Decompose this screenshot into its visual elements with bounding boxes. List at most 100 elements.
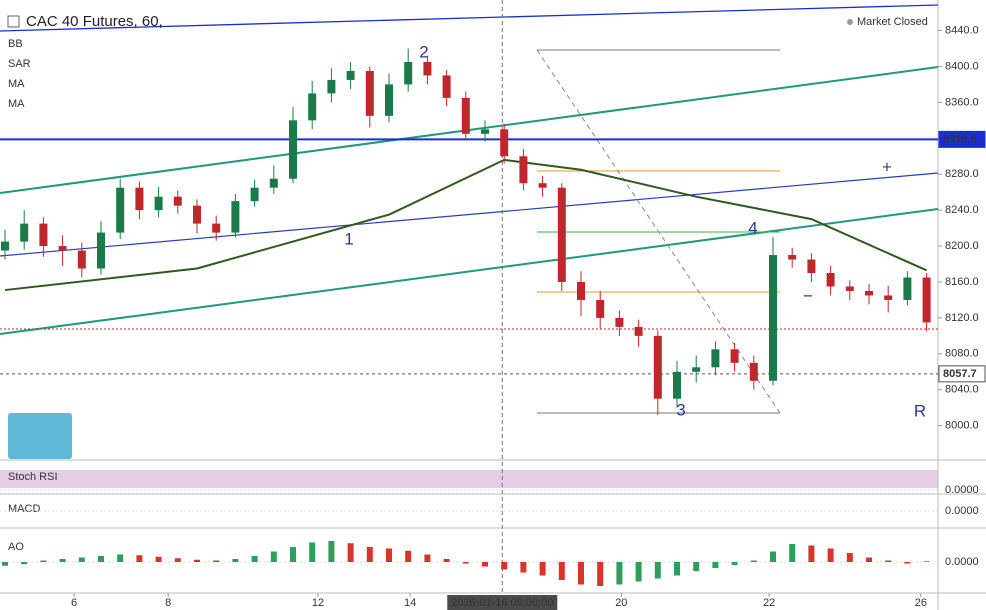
- price-tag-label: 8318.8: [943, 133, 977, 145]
- y-tick-label: 8080.0: [945, 348, 979, 360]
- candle-body: [577, 281, 585, 300]
- wave-label: 4: [748, 218, 757, 237]
- market-status: Market Closed: [857, 16, 928, 28]
- ao-bar: [347, 543, 354, 562]
- candle-body: [500, 129, 509, 157]
- ao-bar: [424, 554, 431, 562]
- ao-bar: [654, 562, 661, 579]
- ao-bar: [827, 548, 834, 562]
- ao-bar: [366, 547, 373, 562]
- pane-label: Stoch RSI: [8, 471, 58, 483]
- candle-body: [788, 255, 797, 260]
- wave-label: 1: [344, 229, 353, 248]
- y-tick-label: 8240.0: [945, 204, 979, 216]
- candle-body: [653, 335, 662, 399]
- candle-body: [346, 70, 355, 80]
- ao-bar: [770, 551, 776, 562]
- candle-body: [289, 120, 297, 179]
- indicator-label: BB: [8, 38, 23, 50]
- candle-body: [922, 277, 931, 323]
- ao-bar: [501, 562, 508, 570]
- x-tick-label: 8: [165, 597, 171, 609]
- candle-body: [538, 183, 547, 188]
- x-tick-label: 14: [404, 597, 416, 609]
- logo: [8, 413, 72, 459]
- candle-body: [749, 362, 758, 381]
- pane-label: MACD: [8, 503, 40, 515]
- moving-average: [4, 158, 928, 292]
- candle-body: [39, 223, 48, 247]
- y-tick-label: 8040.0: [945, 384, 979, 396]
- x-tick-label: 26: [915, 597, 927, 609]
- x-tick-label: 22: [763, 597, 775, 609]
- ao-bar: [904, 562, 911, 564]
- y-tick-label: 8440.0: [945, 24, 979, 36]
- ao-bar: [789, 544, 796, 562]
- ao-bar: [462, 562, 469, 564]
- stoch-band: [0, 470, 938, 488]
- ao-bar: [731, 562, 738, 565]
- candle-body: [1, 241, 9, 251]
- wave-label: −: [803, 286, 813, 305]
- y-tick-label: 8360.0: [945, 96, 979, 108]
- candle-body: [461, 97, 470, 134]
- y-tick-label: 8160.0: [945, 276, 979, 288]
- wave-label: R: [914, 401, 926, 420]
- x-tick-label: 20: [615, 597, 627, 609]
- drawings: [0, 4, 939, 414]
- price-tag: [938, 130, 986, 148]
- ao-bar: [59, 559, 66, 562]
- ao-bar: [328, 541, 335, 562]
- candle-body: [481, 129, 489, 134]
- y-tick-label: 8400.0: [945, 60, 979, 72]
- wave-label: 3: [676, 400, 685, 419]
- ao-bar: [213, 560, 220, 562]
- candle-body: [807, 259, 816, 274]
- ao-bar: [251, 556, 258, 562]
- ao-bar: [174, 558, 181, 562]
- ao-bar: [386, 548, 392, 562]
- ao-bar: [616, 562, 623, 585]
- ao-bar: [539, 562, 546, 576]
- wave-label: +: [882, 157, 892, 176]
- candle-body: [250, 187, 259, 202]
- ao-bar: [270, 551, 277, 562]
- ao-bar: [98, 556, 104, 562]
- ao-bar: [443, 559, 450, 562]
- price-tag-label: 8057.7: [943, 368, 977, 380]
- logo-image: [8, 413, 72, 459]
- candle-body: [673, 371, 681, 399]
- candle-body: [385, 84, 393, 116]
- wave-label: 2: [419, 42, 428, 61]
- ao-bar: [155, 556, 162, 562]
- candle-body: [58, 246, 67, 251]
- x-tick-label: 6: [71, 597, 77, 609]
- candle-body: [769, 255, 777, 381]
- indicator-label: SAR: [8, 58, 31, 70]
- ao-bar: [117, 554, 124, 562]
- ao-bar: [21, 562, 28, 565]
- ao-bar: [78, 557, 85, 562]
- x-tick-label: 12: [312, 597, 324, 609]
- y-tick-label: 8200.0: [945, 240, 979, 252]
- candle-body: [634, 326, 643, 336]
- y-tick-label: 8280.0: [945, 168, 979, 180]
- candle-body: [327, 79, 336, 94]
- candle-body: [615, 317, 624, 327]
- ao-bar: [578, 562, 584, 585]
- chart-title: CAC 40 Futures, 60,: [26, 13, 163, 30]
- candle-body: [173, 196, 182, 206]
- candle-body: [442, 75, 451, 98]
- pane-zero-label: 0.0000: [945, 556, 979, 568]
- trendline: [0, 172, 939, 257]
- trendline: [0, 208, 939, 335]
- candle-body: [423, 61, 432, 76]
- ao-bar: [885, 560, 892, 562]
- ao-bar: [309, 542, 316, 562]
- candle-body: [711, 349, 720, 368]
- collapse-icon[interactable]: [7, 15, 20, 28]
- candle-body: [154, 196, 163, 211]
- ao-bar: [866, 557, 872, 562]
- ao-bar: [712, 562, 719, 568]
